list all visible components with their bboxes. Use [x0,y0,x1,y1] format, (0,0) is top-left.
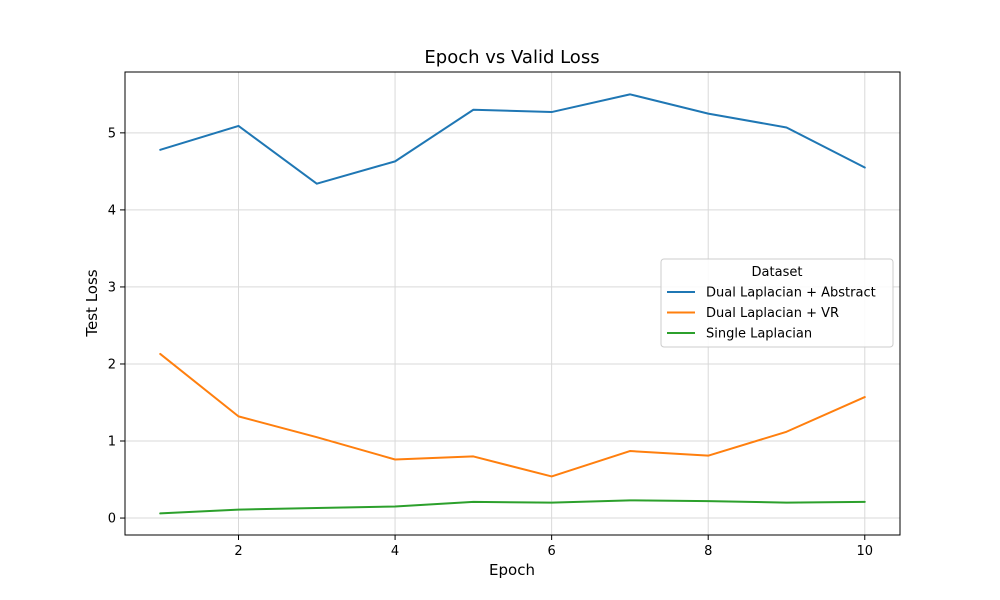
y-tick-label: 1 [108,435,116,450]
y-tick-label: 5 [108,126,116,141]
x-tick-label: 2 [234,544,242,559]
series-line-3 [159,499,866,515]
series-lines [159,93,866,515]
x-tick-label: 6 [548,544,556,559]
x-tick-label: 4 [391,544,399,559]
series-line-2 [159,352,866,478]
axis-ticks: 2 4 6 8 10 0 1 2 3 4 5 [108,126,873,559]
legend: Dataset Dual Laplacian + Abstract Dual La… [660,258,894,348]
chart-title: Epoch vs Valid Loss [424,47,599,68]
y-tick-label: 3 [108,280,116,295]
x-tick-label: 10 [856,544,873,559]
series-line-1 [159,93,866,185]
x-axis-label: Epoch [489,561,535,579]
legend-label: Dual Laplacian + Abstract [706,286,876,301]
y-axis-label: Test Loss [83,269,101,337]
legend-title: Dataset [752,265,803,280]
legend-box [660,258,894,348]
y-tick-label: 2 [108,357,116,372]
y-tick-label: 4 [108,203,116,218]
legend-label: Single Laplacian [706,327,812,342]
x-tick-label: 8 [704,544,712,559]
y-tick-label: 0 [108,512,116,527]
grid-lines [125,72,900,535]
legend-label: Dual Laplacian + VR [706,306,839,321]
plot-area-frame [124,71,901,536]
